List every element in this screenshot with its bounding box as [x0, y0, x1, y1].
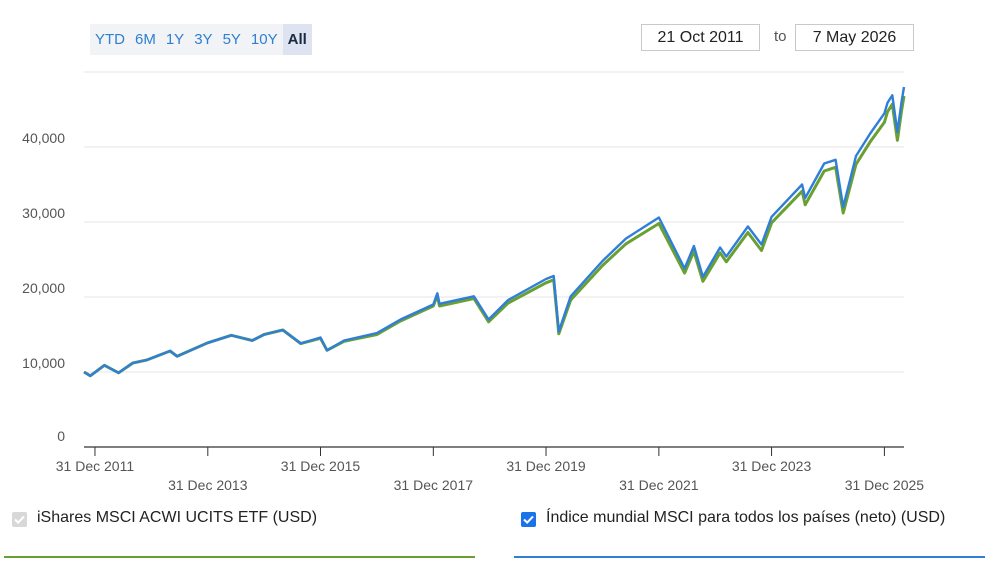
y-tick-label: 0	[57, 428, 65, 444]
y-tick-label: 10,000	[22, 355, 65, 371]
y-tick-label: 30,000	[22, 205, 65, 221]
x-tick-label: 31 Dec 2011	[56, 458, 135, 474]
line-chart: 0 10,000 20,000 30,000 40,000 31 Dec 2011 31 D…	[22, 71, 924, 493]
legend-label-etf: iShares MSCI ACWI UCITS ETF (USD)	[37, 509, 318, 526]
legend-underline-etf	[4, 556, 475, 558]
range-6m-button[interactable]: 6M	[135, 31, 156, 48]
y-tick-label: 40,000	[22, 130, 65, 146]
range-1y-button[interactable]: 1Y	[165, 31, 185, 48]
x-tick-label: 31 Dec 2023	[732, 458, 812, 474]
checkbox-index[interactable]	[521, 512, 536, 527]
x-tick-label: 31 Dec 2025	[845, 477, 925, 493]
date-separator-label: to	[774, 28, 787, 45]
date-to-input[interactable]: 7 May 2026	[795, 24, 914, 51]
x-tick-label: 31 Dec 2013	[168, 477, 248, 493]
series-line-1	[83, 86, 906, 377]
y-tick-label: 20,000	[22, 280, 65, 296]
checkbox-etf[interactable]	[12, 512, 27, 527]
x-axis	[84, 446, 904, 456]
range-3y-button[interactable]: 3Y	[194, 31, 213, 48]
legend-underline-index	[514, 556, 985, 558]
range-selector: YTD 6M 1Y 3Y 5Y 10Y All	[90, 24, 312, 55]
series-line-0	[83, 95, 906, 378]
range-10y-button[interactable]: 10Y	[250, 31, 278, 48]
x-tick-label: 31 Dec 2015	[281, 458, 361, 474]
series-lines	[83, 86, 906, 378]
checkmark-icon	[14, 515, 25, 525]
date-from-input[interactable]: 21 Oct 2011	[641, 24, 760, 51]
checkmark-icon	[523, 515, 534, 525]
legend-label-index: Índice mundial MSCI para todos los paíse…	[546, 509, 946, 526]
x-tick-label: 31 Dec 2021	[619, 477, 699, 493]
axis-labels: 0 10,000 20,000 30,000 40,000 31 Dec 2011 31 D…	[22, 130, 924, 493]
range-5y-button[interactable]: 5Y	[222, 31, 241, 48]
x-tick-label: 31 Dec 2017	[394, 477, 474, 493]
range-ytd-button[interactable]: YTD	[95, 31, 125, 48]
x-tick-label: 31 Dec 2019	[506, 458, 586, 474]
grid-lines	[84, 71, 904, 373]
range-all-button[interactable]: All	[282, 24, 312, 55]
